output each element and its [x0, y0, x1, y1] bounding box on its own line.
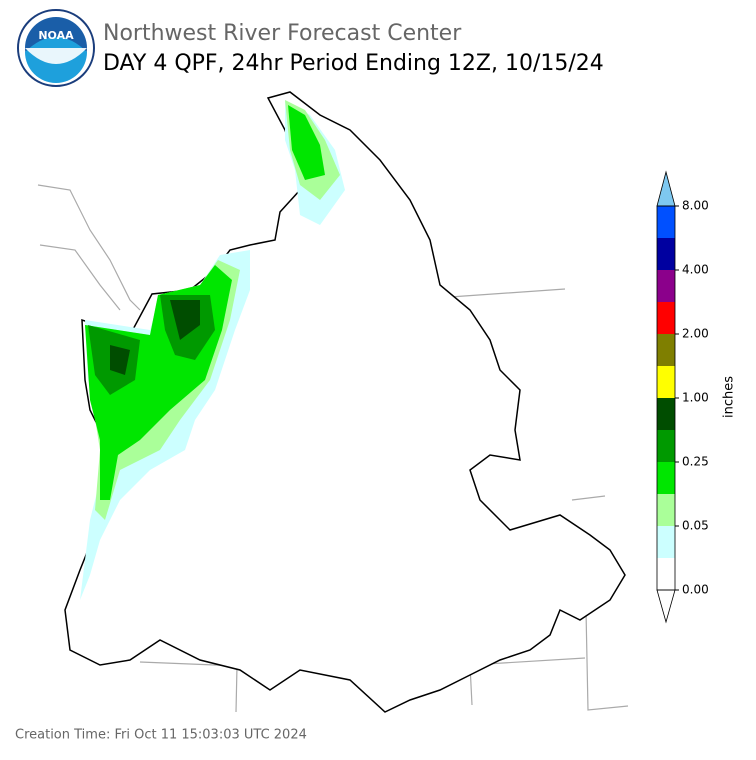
colorbar-tick-label: 1.00: [682, 391, 709, 405]
subtitle: DAY 4 QPF, 24hr Period Ending 12Z, 10/15…: [103, 51, 604, 76]
basin-outline: [64, 91, 626, 713]
colorbar-segment: [657, 494, 675, 526]
colorbar-segment: [657, 334, 675, 366]
title: Northwest River Forecast Center: [103, 21, 462, 46]
colorbar-tick-label: 4.00: [682, 263, 709, 277]
colorbar-label: inches: [722, 376, 737, 418]
creation-time: Creation Time: Fri Oct 11 15:03:03 UTC 2…: [15, 728, 307, 743]
logo-text: NOAA: [38, 29, 74, 42]
colorbar-segment: [657, 302, 675, 334]
colorbar-tick-label: 8.00: [682, 199, 709, 213]
colorbar-segment: [657, 366, 675, 398]
colorbar-segment: [657, 270, 675, 302]
logo: NOAA: [17, 9, 95, 87]
colorbar-segment: [657, 206, 675, 238]
colorbar-segment: [657, 558, 675, 590]
colorbar-segment: [657, 238, 675, 270]
colorbar-segment: [657, 462, 675, 494]
colorbar-tick-label: 2.00: [682, 327, 709, 341]
colorbar-segment: [657, 526, 675, 558]
colorbar-tick-label: 0.05: [682, 519, 709, 533]
precip-areas: [80, 100, 345, 600]
colorbar: inches 0.00 0.05 0.25 1.00 2.00 4.00 8.00: [656, 170, 737, 624]
colorbar-tick-label: 0.00: [682, 583, 709, 597]
colorbar-segment: [657, 430, 675, 462]
colorbar-tick-label: 0.25: [682, 455, 709, 469]
colorbar-segment: [657, 398, 675, 430]
